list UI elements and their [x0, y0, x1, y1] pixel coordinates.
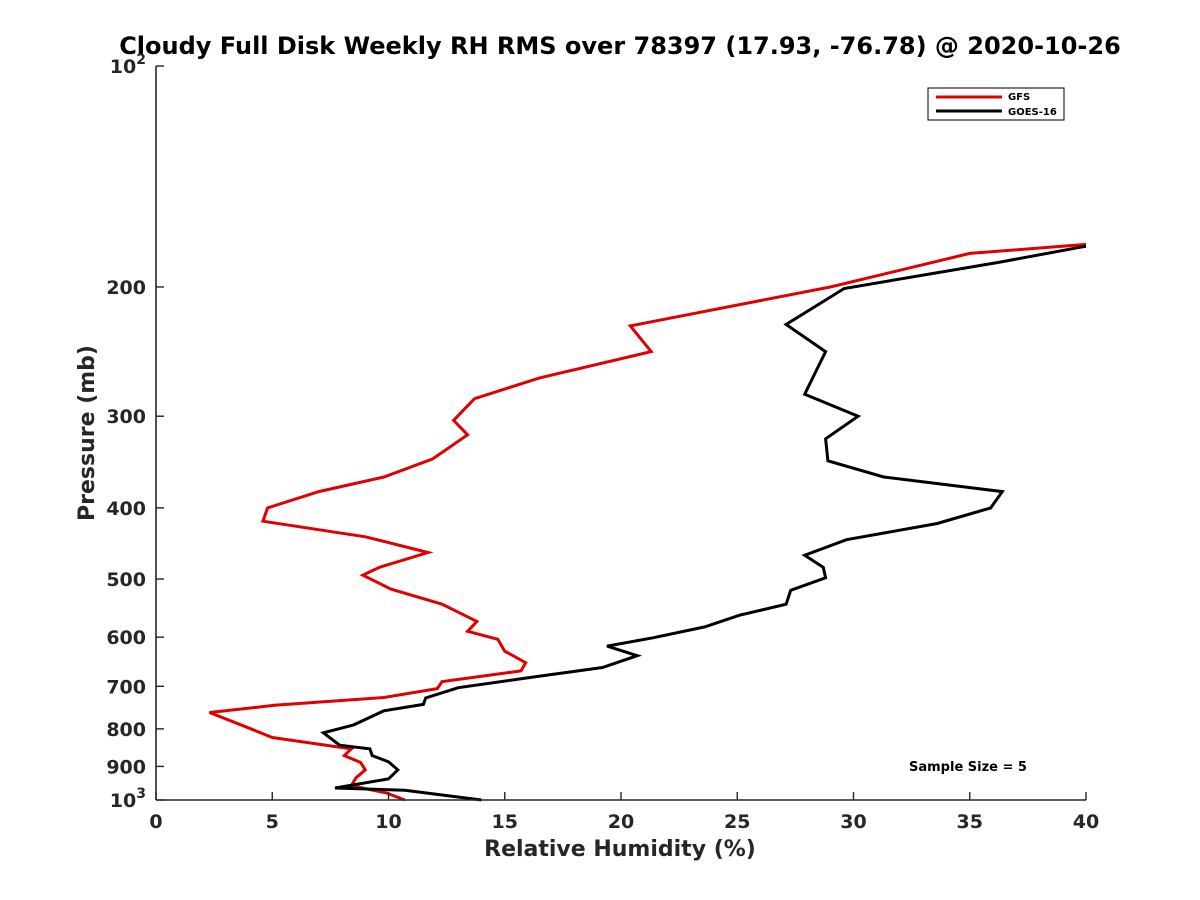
series-line-goes16: [320, 244, 1087, 802]
x-tick-label: 15: [492, 811, 518, 833]
y-tick-exponent: 3: [136, 786, 146, 802]
y-tick-label: 500: [106, 569, 146, 591]
y-tick-exponent: 2: [136, 52, 146, 68]
y-tick-base: 10: [110, 790, 136, 812]
legend-label-goes16: GOES-16: [1008, 107, 1057, 118]
y-tick-base: 10: [110, 56, 136, 78]
sample-size-annotation: Sample Size = 5: [909, 760, 1027, 775]
x-tick-label: 10: [375, 811, 401, 833]
legend-label-gfs: GFS: [1008, 92, 1030, 103]
x-tick-label: 5: [266, 811, 279, 833]
x-tick-label: 35: [957, 811, 983, 833]
legend: GFS GOES-16: [927, 87, 1065, 121]
plot-lines: [208, 242, 1087, 802]
y-tick-label: 102: [110, 52, 146, 78]
y-tick-label: 600: [106, 627, 146, 649]
series-line-gfs: [208, 242, 1087, 802]
y-tick-label: 400: [106, 498, 146, 520]
x-tick-label: 20: [608, 811, 634, 833]
x-tick-label: 0: [149, 811, 162, 833]
legend-box: [927, 87, 1065, 121]
y-axis-label: Pressure (mb): [75, 345, 100, 521]
chart-title: Cloudy Full Disk Weekly RH RMS over 7839…: [119, 32, 1121, 60]
x-tick-label: 40: [1073, 811, 1099, 833]
y-tick-label: 800: [106, 719, 146, 741]
y-tick-label: 300: [106, 406, 146, 428]
y-tick-label: 200: [106, 277, 146, 299]
y-tick-label: 103: [110, 786, 146, 812]
y-tick-label: 700: [106, 676, 146, 698]
x-tick-label: 25: [724, 811, 750, 833]
y-tick-label: 900: [106, 756, 146, 778]
x-axis-ticks: 0 5 10 15 20 25 30 35 40: [149, 792, 1099, 833]
x-tick-label: 30: [840, 811, 866, 833]
x-axis-label: Relative Humidity (%): [484, 837, 756, 862]
